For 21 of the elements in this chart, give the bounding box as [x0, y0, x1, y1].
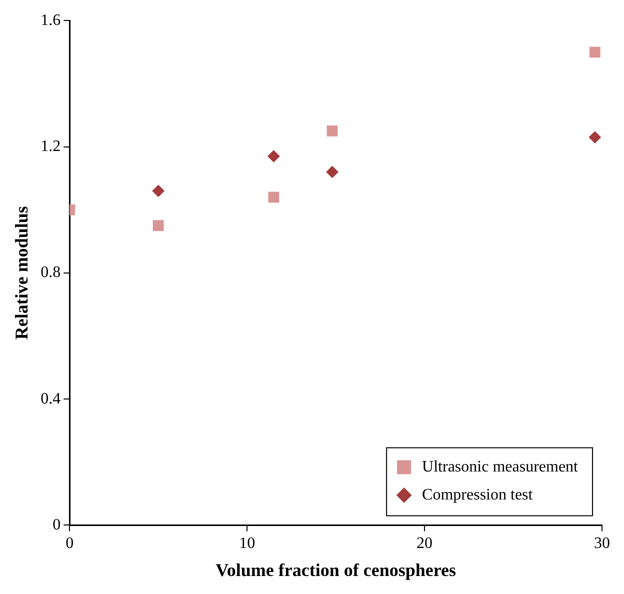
y-tick-label: 0 — [52, 516, 61, 534]
legend-label: Compression test — [422, 486, 534, 504]
point — [152, 184, 164, 197]
point — [152, 220, 164, 232]
point — [268, 150, 280, 162]
point — [589, 46, 600, 58]
x-tick-label: 10 — [239, 535, 256, 552]
point — [326, 126, 338, 136]
y-tick-label: 0.8 — [40, 264, 61, 282]
y-tick-label: 1.6 — [40, 12, 61, 29]
point — [268, 192, 280, 203]
x-tick-label: 30 — [594, 535, 610, 552]
y-axis-title: Relative modulus — [11, 206, 32, 340]
y-tick-label: 1.2 — [40, 138, 61, 155]
x-tick-label: 20 — [416, 535, 433, 552]
point — [588, 131, 601, 144]
x-tick-label: 0 — [66, 535, 74, 552]
point — [326, 166, 338, 178]
y-tick-label: 0.4 — [40, 390, 61, 408]
legend-label: Ultrasonic measurement — [422, 458, 579, 476]
x-axis-title: Volume fraction of cenospheres — [216, 560, 456, 580]
